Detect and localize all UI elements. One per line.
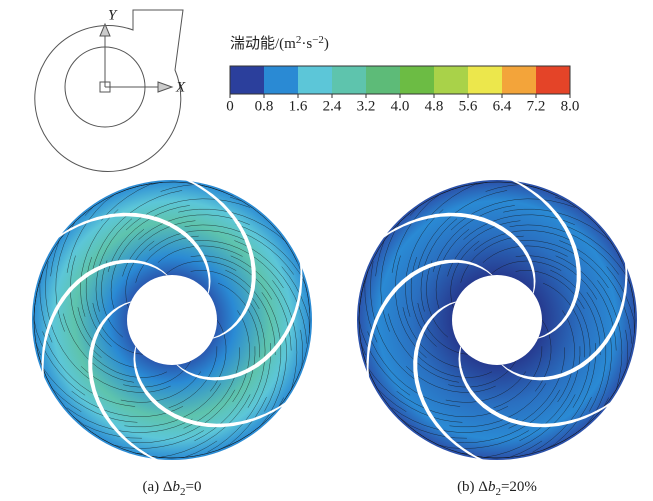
colorbar-segment	[298, 66, 332, 94]
colorbar-segment	[366, 66, 400, 94]
page: {"schematic": {"y_label": "Y", "x_label"…	[0, 0, 653, 501]
hub	[452, 275, 542, 365]
colorbar-segment	[434, 66, 468, 94]
caption-text: =0	[186, 479, 202, 495]
colorbar-segment	[536, 66, 570, 94]
colorbar-tick-label: 4.0	[391, 98, 410, 114]
volute-schematic	[35, 10, 183, 172]
colorbar-segment	[230, 66, 264, 94]
caption-text: =20%	[501, 479, 537, 495]
x-arrowhead	[158, 82, 172, 92]
colorbar-tick-label: 4.8	[425, 98, 444, 114]
caption-text: (b) Δ	[457, 479, 488, 495]
colorbar-tick-label: 6.4	[493, 98, 512, 114]
panel-caption: (a) Δb2=0	[142, 479, 201, 497]
colorbar-title: 湍动能/(m2·s−2)	[230, 34, 329, 53]
title-sup: −2	[312, 34, 324, 46]
colorbar-segment	[332, 66, 366, 94]
figure: Y X 湍动能/(m2·s−2) (a) Δb2=0 (b) Δb2=20% 0 0…	[0, 0, 653, 501]
y-label: Y	[108, 7, 118, 23]
title-text: 湍动能/(m	[230, 35, 296, 52]
contours: (a) Δb2=0 (b) Δb2=20%	[32, 178, 637, 497]
colorbar-segment	[502, 66, 536, 94]
hub	[127, 275, 217, 365]
caption-text: (a) Δ	[142, 479, 172, 495]
colorbar-tick-label: 3.2	[357, 98, 376, 114]
colorbar-tick-label: 0.8	[255, 98, 274, 114]
x-label: X	[175, 79, 186, 95]
colorbar-tick-label: 0	[226, 98, 234, 114]
colorbar-tick-label: 2.4	[323, 98, 342, 114]
panel-caption: (b) Δb2=20%	[457, 479, 537, 497]
colorbar-tick-label: 7.2	[527, 98, 546, 114]
colorbar-segment	[264, 66, 298, 94]
colorbar-segment	[400, 66, 434, 94]
title-text: )	[324, 36, 329, 52]
colorbar-tick-label: 5.6	[459, 98, 478, 114]
colorbar-segment	[468, 66, 502, 94]
title-text: ·s	[301, 36, 312, 52]
colorbar-tick-label: 8.0	[561, 98, 580, 114]
colorbar-tick-label: 1.6	[289, 98, 308, 114]
